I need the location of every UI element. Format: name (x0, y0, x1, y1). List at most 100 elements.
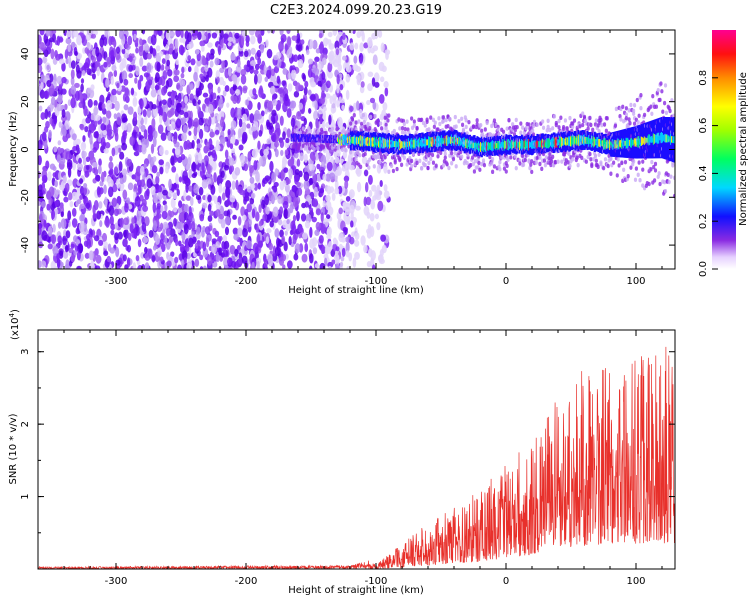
band-halo (361, 112, 365, 118)
band-halo (576, 162, 580, 168)
noise-speck (207, 103, 214, 114)
noise-speck (123, 238, 128, 248)
noise-speck (246, 123, 251, 129)
noise-speck (198, 117, 204, 126)
noise-speck (258, 129, 263, 137)
noise-speck (284, 183, 290, 193)
noise-speck (193, 71, 198, 82)
noise-speck (146, 178, 153, 189)
noise-speck (78, 243, 84, 254)
noise-speck (344, 179, 349, 189)
band-halo (340, 147, 345, 153)
noise-speck (38, 184, 43, 192)
band-halo (438, 121, 442, 127)
noise-speck (207, 203, 212, 212)
noise-speck (154, 84, 160, 91)
band-halo (556, 159, 560, 164)
noise-speck (70, 76, 75, 86)
band-halo (519, 121, 523, 126)
noise-speck (367, 83, 373, 92)
band-halo (597, 152, 601, 157)
noise-speck (333, 59, 340, 68)
noise-speck (334, 179, 339, 190)
noise-speck (363, 169, 369, 177)
noise-speck (83, 182, 88, 189)
band-halo (395, 166, 399, 172)
band-halo (507, 118, 511, 123)
noise-speck (371, 184, 377, 192)
noise-speck (253, 182, 258, 191)
noise-speck (116, 195, 122, 206)
noise-speck (223, 164, 230, 171)
noise-speck (101, 116, 107, 124)
band-halo (505, 163, 509, 169)
band-halo (415, 126, 419, 131)
band-halo (621, 104, 625, 109)
noise-speck (291, 65, 296, 71)
noise-speck (121, 58, 127, 69)
noise-speck (205, 74, 209, 82)
band-halo (591, 127, 595, 132)
noise-speck (302, 74, 307, 82)
noise-speck (40, 82, 44, 90)
noise-speck (284, 230, 288, 236)
noise-speck (263, 64, 267, 76)
noise-speck (217, 86, 221, 94)
band-halo (465, 160, 469, 166)
noise-speck (71, 133, 77, 141)
noise-speck (99, 37, 105, 48)
noise-speck (371, 264, 376, 269)
noise-speck (332, 30, 338, 37)
noise-speck (205, 178, 212, 185)
noise-speck (108, 161, 114, 170)
band-halo (384, 126, 388, 131)
noise-speck (352, 257, 357, 268)
noise-speck (127, 182, 134, 191)
noise-speck (103, 184, 107, 195)
band-halo (330, 126, 335, 132)
noise-speck (54, 180, 58, 188)
noise-speck (204, 226, 211, 235)
noise-speck (70, 60, 76, 70)
noise-speck (39, 89, 45, 99)
noise-speck (170, 198, 176, 209)
band-halo (445, 161, 449, 167)
noise-speck (232, 214, 237, 220)
band-halo (415, 160, 419, 166)
noise-speck (167, 221, 174, 230)
noise-speck (355, 65, 361, 72)
noise-speck (210, 184, 216, 195)
noise-speck (300, 39, 305, 45)
noise-speck (371, 77, 376, 87)
noise-speck (194, 48, 200, 55)
noise-speck (161, 58, 166, 65)
noise-speck (265, 206, 270, 215)
noise-speck (45, 30, 51, 37)
noise-speck (230, 52, 236, 61)
band-halo (448, 116, 452, 122)
noise-speck (207, 163, 211, 175)
noise-speck (114, 100, 120, 111)
noise-speck (155, 175, 160, 185)
band-halo (568, 115, 572, 121)
noise-speck (41, 230, 48, 241)
band-halo (509, 155, 513, 160)
noise-speck (109, 215, 114, 226)
noise-speck (132, 262, 137, 269)
noise-speck (207, 42, 213, 48)
band-halo (491, 156, 495, 162)
noise-speck (278, 41, 284, 52)
noise-speck (119, 217, 124, 228)
noise-speck (61, 124, 67, 136)
noise-speck (157, 250, 161, 257)
noise-speck (282, 200, 289, 210)
band-halo (632, 108, 636, 114)
noise-speck (265, 39, 269, 48)
band-halo (603, 157, 608, 162)
noise-speck (137, 185, 142, 195)
noise-speck (322, 173, 327, 181)
noise-speck (126, 244, 132, 253)
noise-speck (47, 110, 51, 118)
noise-speck (243, 163, 249, 172)
noise-speck (186, 43, 192, 50)
